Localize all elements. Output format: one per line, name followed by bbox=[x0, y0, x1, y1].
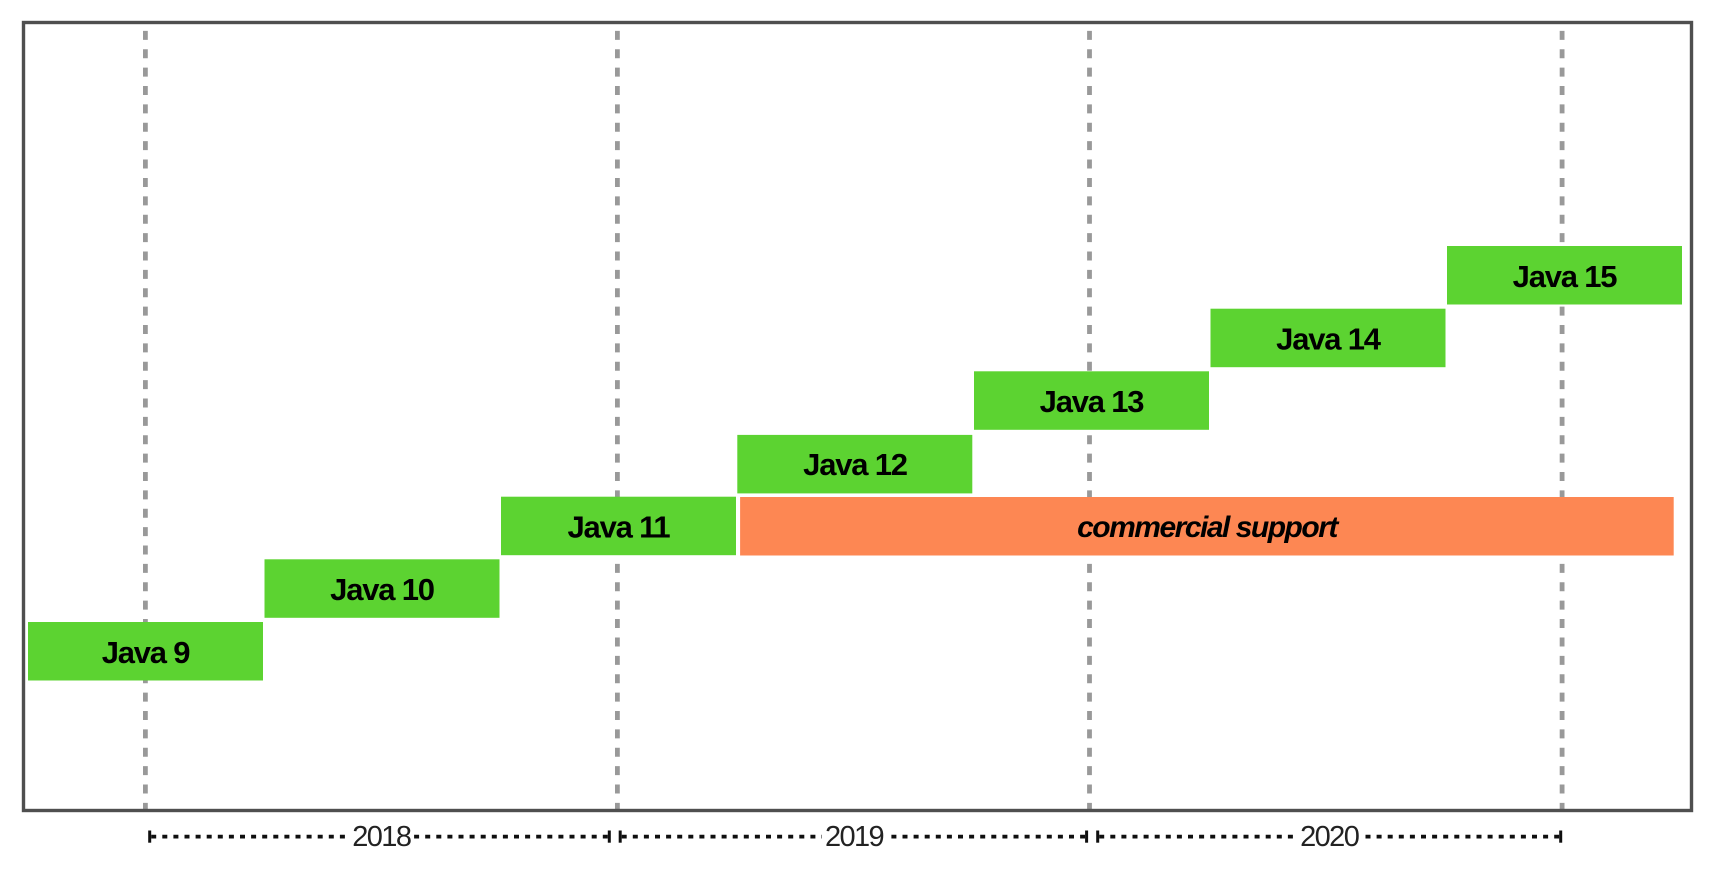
svg-text:Java 12: Java 12 bbox=[803, 447, 907, 482]
svg-text:Java 15: Java 15 bbox=[1513, 259, 1618, 294]
svg-text:2018: 2018 bbox=[352, 821, 411, 853]
svg-text:Java 10: Java 10 bbox=[330, 572, 434, 607]
svg-text:2020: 2020 bbox=[1300, 821, 1359, 853]
svg-text:Java 9: Java 9 bbox=[102, 635, 191, 670]
svg-text:Java 13: Java 13 bbox=[1040, 384, 1145, 419]
svg-text:Java 14: Java 14 bbox=[1276, 322, 1382, 357]
svg-text:2019: 2019 bbox=[825, 821, 884, 853]
svg-text:commercial support: commercial support bbox=[1077, 511, 1340, 544]
svg-text:Java 11: Java 11 bbox=[568, 510, 671, 545]
